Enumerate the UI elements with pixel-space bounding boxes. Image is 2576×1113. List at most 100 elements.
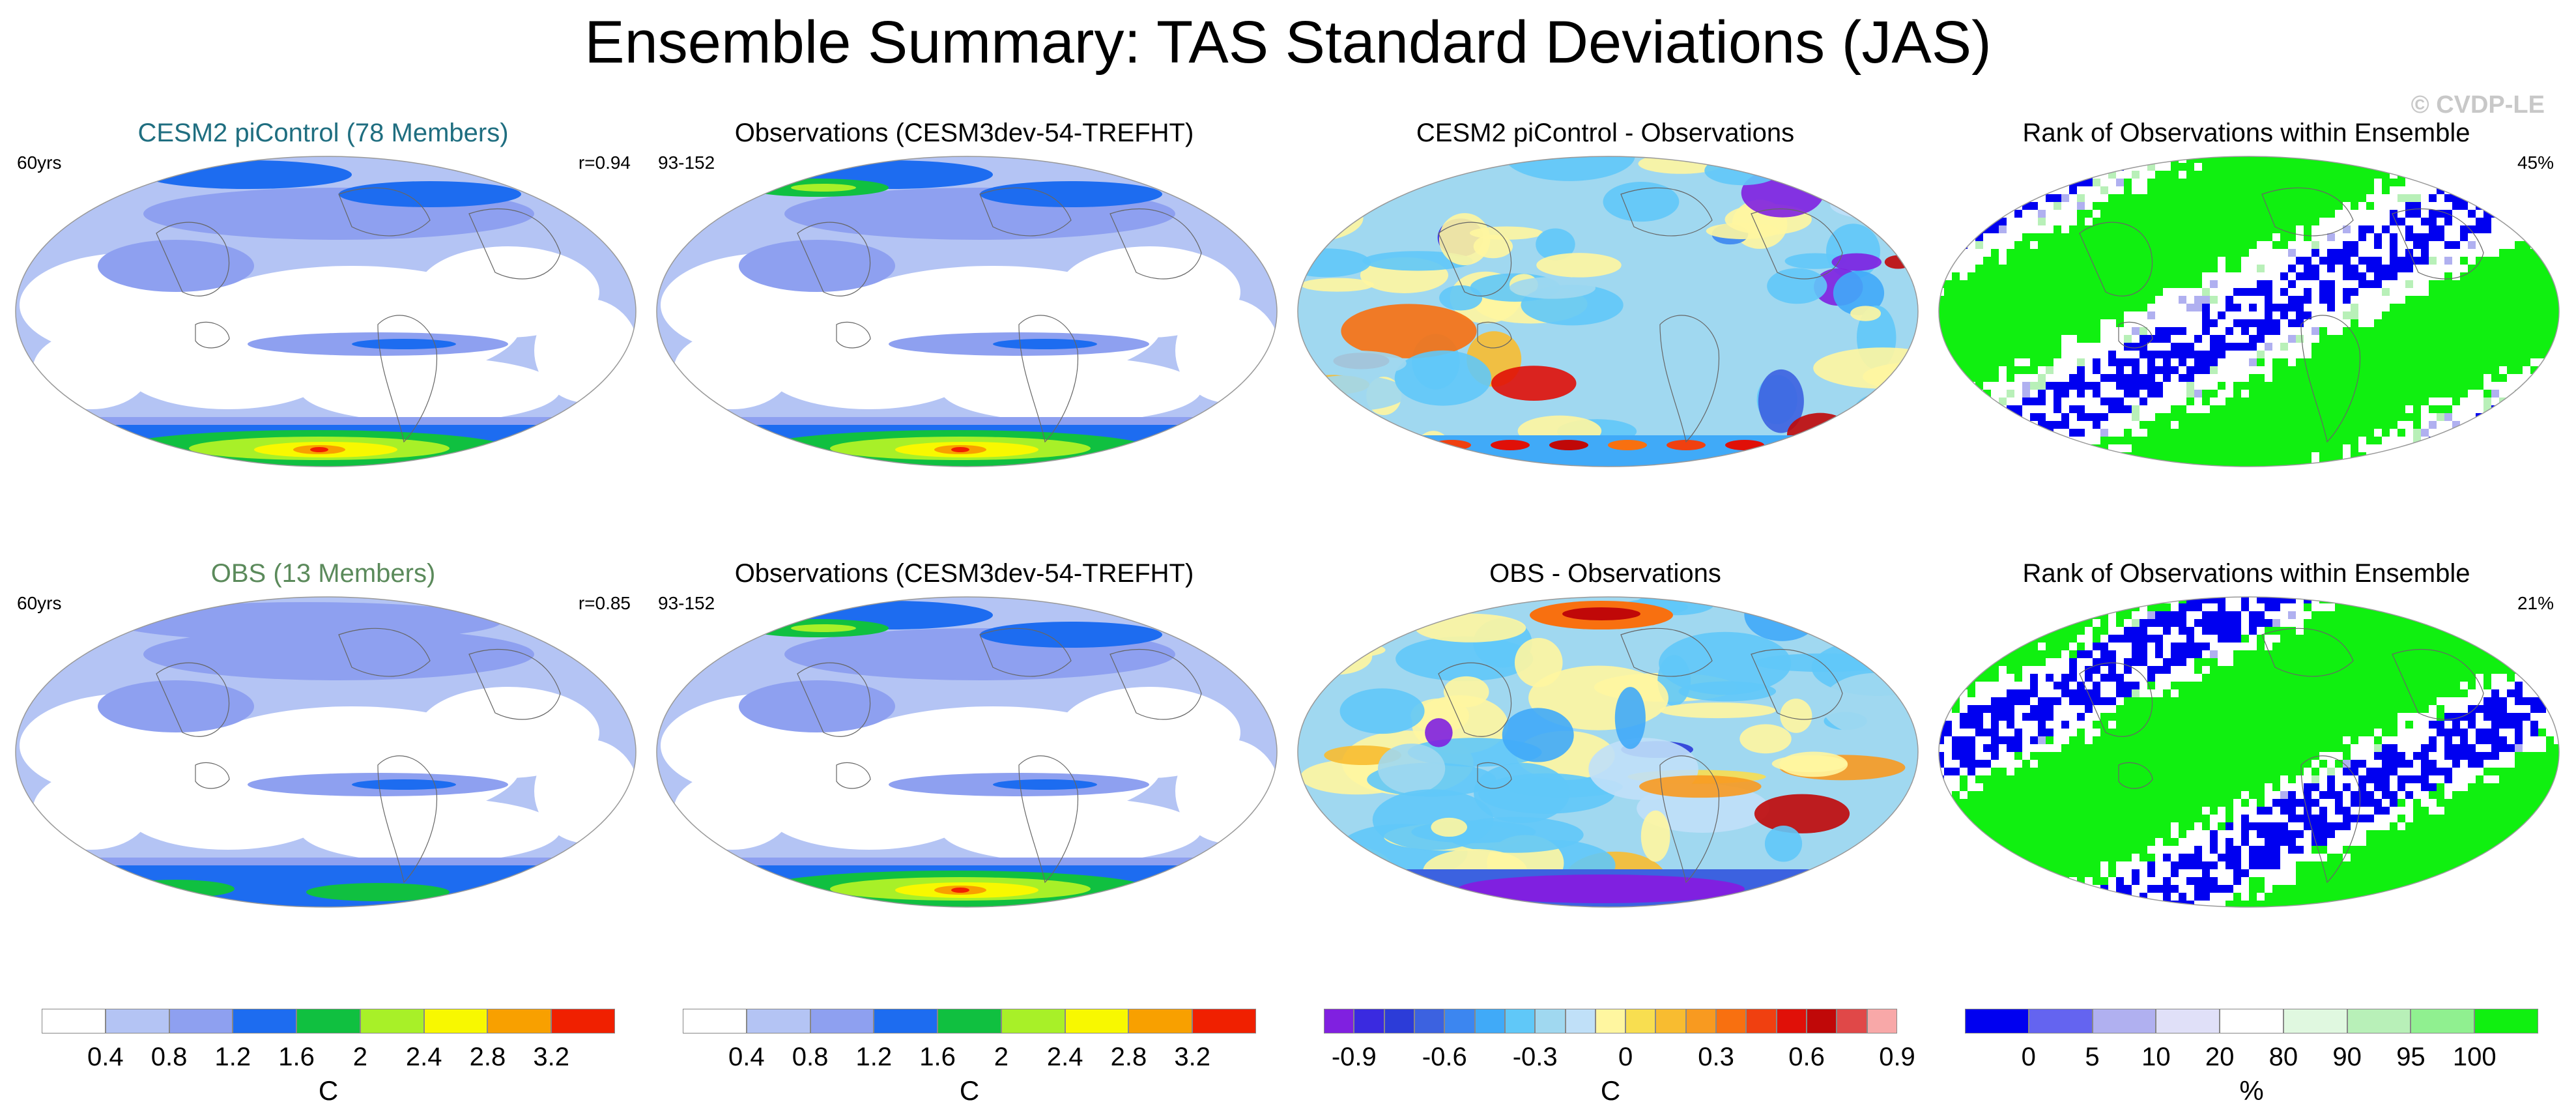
- watermark: © CVDP-LE: [2411, 91, 2545, 119]
- colorbar-tick-label: 95: [2396, 1043, 2426, 1072]
- globe-map: [654, 596, 1280, 908]
- colorbar-swatch: [1625, 1009, 1655, 1034]
- colorbar-swatch: [683, 1009, 747, 1034]
- white-region: [1175, 298, 1280, 403]
- colorbar-tick-label: 0.4: [728, 1043, 765, 1072]
- colorbar-swatch: [874, 1009, 937, 1034]
- colorbar-swatch: [2411, 1009, 2474, 1034]
- colorbar-swatch: [551, 1009, 615, 1034]
- colorbar-swatch: [1596, 1009, 1625, 1034]
- colorbar-tick-label: 90: [2332, 1043, 2362, 1072]
- colorbar-tick-label: 80: [2269, 1043, 2298, 1072]
- colorbar-swatch: [1686, 1009, 1716, 1034]
- colorbar-tick-label: 20: [2205, 1043, 2235, 1072]
- colorbar-tick-label: 2.4: [406, 1043, 442, 1072]
- white-region: [33, 772, 150, 850]
- white-region: [33, 331, 150, 409]
- colorbar-swatch: [1867, 1009, 1897, 1034]
- colorbar-swatch: [1475, 1009, 1505, 1034]
- colorbar-tick-label: 3.2: [1174, 1043, 1210, 1072]
- colorbar-swatch: [1535, 1009, 1565, 1034]
- panel-title: CESM2 piControl - Observations: [1286, 119, 1925, 148]
- globe-map: [13, 596, 638, 908]
- white-region: [300, 798, 560, 863]
- colorbar-swatch: [2029, 1009, 2093, 1034]
- colorbar-swatch: [1354, 1009, 1384, 1034]
- colorbar-tick-label: 10: [2141, 1043, 2171, 1072]
- map-panel: Observations (CESM3dev-54-TREFHT)93-152: [645, 559, 1283, 1002]
- globe-map: [1936, 155, 2562, 468]
- colorbar-tick-label: 0.3: [1698, 1043, 1734, 1072]
- colorbar-tick-label: 0.8: [151, 1043, 188, 1072]
- panel-title: OBS - Observations: [1286, 559, 1925, 588]
- colorbar-swatch: [2220, 1009, 2283, 1034]
- map-panel: OBS - Observations: [1286, 559, 1925, 1002]
- colorbar-swatch: [1414, 1009, 1444, 1034]
- globe-map: [1295, 155, 1921, 468]
- colorbar-swatch: [1837, 1009, 1867, 1034]
- colorbar-swatch: [360, 1009, 424, 1034]
- colorbar-swatch: [169, 1009, 233, 1034]
- colorbar-swatch: [937, 1009, 1001, 1034]
- colorbar-tick-label: 1.6: [919, 1043, 956, 1072]
- colorbar-swatch: [42, 1009, 106, 1034]
- colorbar-tick-label: -0.3: [1513, 1043, 1558, 1072]
- colorbar-swatch: [1655, 1009, 1685, 1034]
- colorbar-tick-label: 0: [2022, 1043, 2036, 1072]
- colorbar-tick-label: 1.2: [856, 1043, 893, 1072]
- colorbar-swatch: [296, 1009, 360, 1034]
- colorbar-tick-label: -0.6: [1422, 1043, 1467, 1072]
- sd-colorbar-2: 0.4 0.8 1.2 1.6 2 2.4 2.8 3.2 C: [683, 1009, 1256, 1113]
- colorbar-swatch: [1716, 1009, 1746, 1034]
- white-region: [534, 298, 638, 403]
- colorbar-swatch: [1566, 1009, 1596, 1034]
- colorbar-swatch: [1065, 1009, 1129, 1034]
- colorbar-swatch: [1324, 1009, 1354, 1034]
- colorbar-swatch: [1505, 1009, 1535, 1034]
- globe-map: [654, 155, 1280, 468]
- white-region: [534, 739, 638, 843]
- colorbar-tick-label: -0.9: [1332, 1043, 1377, 1072]
- colorbar-tick-label: 2.8: [1111, 1043, 1147, 1072]
- white-region: [674, 772, 791, 850]
- panel-title: Rank of Observations within Ensemble: [1927, 119, 2566, 148]
- colorbar-swatch: [1128, 1009, 1192, 1034]
- colorbar-tick-label: 2.4: [1047, 1043, 1083, 1072]
- colorbar-swatch: [1384, 1009, 1414, 1034]
- panel-title: Observations (CESM3dev-54-TREFHT): [645, 119, 1283, 148]
- colorbar-swatch: [1746, 1009, 1776, 1034]
- colorbar-tick-label: 5: [2085, 1043, 2099, 1072]
- main-title: Ensemble Summary: TAS Standard Deviation…: [0, 7, 2576, 78]
- colorbar-tick-label: 2.8: [470, 1043, 506, 1072]
- colorbar-swatch: [487, 1009, 551, 1034]
- panel-title: Observations (CESM3dev-54-TREFHT): [645, 559, 1283, 588]
- colorbar-tick-label: 1.2: [215, 1043, 251, 1072]
- globe-map: [1936, 596, 2562, 908]
- colorbar-tick-label: 0.4: [87, 1043, 124, 1072]
- colorbar-swatch: [2347, 1009, 2411, 1034]
- white-region: [941, 798, 1201, 863]
- colorbar-tick-label: 0: [1618, 1043, 1633, 1072]
- white-region: [941, 357, 1201, 422]
- colorbar-swatch: [1777, 1009, 1807, 1034]
- colorbar-swatch: [233, 1009, 296, 1034]
- colorbar-swatch: [2156, 1009, 2220, 1034]
- colorbar-swatch: [2283, 1009, 2347, 1034]
- colorbar-unit: C: [683, 1075, 1256, 1106]
- colorbar-tick-label: 1.6: [278, 1043, 315, 1072]
- colorbar-tick-label: 2: [994, 1043, 1009, 1072]
- panel-title: Rank of Observations within Ensemble: [1927, 559, 2566, 588]
- colorbar-swatch: [1001, 1009, 1065, 1034]
- colorbar-swatch: [1444, 1009, 1474, 1034]
- map-panel: Observations (CESM3dev-54-TREFHT)93-152: [645, 119, 1283, 562]
- panel-title: CESM2 piControl (78 Members): [4, 119, 642, 148]
- colorbar-swatch: [810, 1009, 874, 1034]
- colorbar-swatch: [1965, 1009, 2029, 1034]
- colorbar-tick-label: 0.8: [792, 1043, 829, 1072]
- colorbar-swatch: [1807, 1009, 1837, 1034]
- colorbar-tick-label: 100: [2453, 1043, 2497, 1072]
